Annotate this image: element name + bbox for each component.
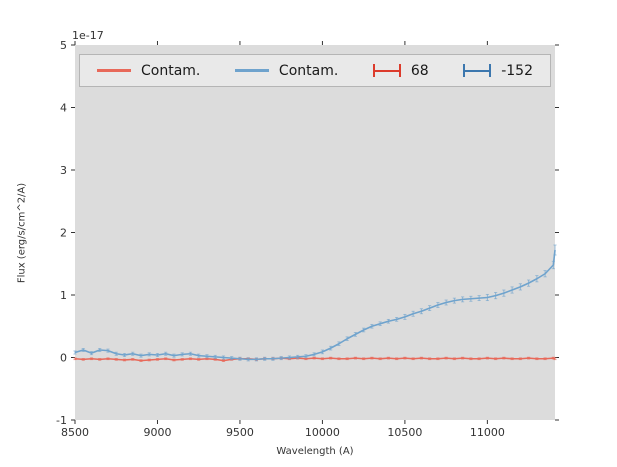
y-axis-label: Flux (erg/s/cm^2/A)	[16, 182, 28, 284]
svg-text:4: 4	[60, 102, 67, 115]
legend-label-68: 68	[410, 62, 429, 79]
svg-text:10000: 10000	[305, 426, 340, 439]
svg-text:9500: 9500	[226, 426, 254, 439]
svg-text:10500: 10500	[387, 426, 422, 439]
svg-text:0: 0	[60, 352, 67, 365]
legend-label-contam-red: Contam.	[141, 62, 201, 79]
legend-item-minus152: -152	[463, 63, 533, 79]
svg-text:2: 2	[60, 227, 67, 240]
blue-line-swatch	[234, 69, 269, 72]
blue-errorbar-swatch	[463, 64, 492, 77]
legend-item-68: 68	[372, 62, 429, 79]
legend-item-contam-blue: Contam.	[234, 62, 339, 79]
red-line-swatch	[97, 69, 131, 72]
x-axis-label: Wavelength (A)	[276, 446, 354, 457]
red-errorbar-swatch	[372, 64, 401, 77]
legend: Contam. Contam. 68 -152	[79, 54, 551, 87]
svg-text:1: 1	[60, 289, 67, 302]
errorbar-mid-line	[374, 69, 399, 72]
svg-text:11000: 11000	[470, 426, 505, 439]
svg-text:8500: 8500	[61, 426, 89, 439]
legend-label-minus152: -152	[501, 62, 533, 79]
svg-text:9000: 9000	[143, 426, 171, 439]
svg-text:3: 3	[60, 164, 67, 177]
svg-text:-1: -1	[56, 414, 67, 427]
y-axis-offset-text: 1e-17	[72, 29, 104, 42]
svg-text:5: 5	[60, 39, 67, 52]
legend-item-contam-red: Contam.	[97, 63, 200, 79]
legend-label-contam-blue: Contam.	[278, 62, 339, 79]
errorbar-mid-line	[465, 69, 490, 72]
